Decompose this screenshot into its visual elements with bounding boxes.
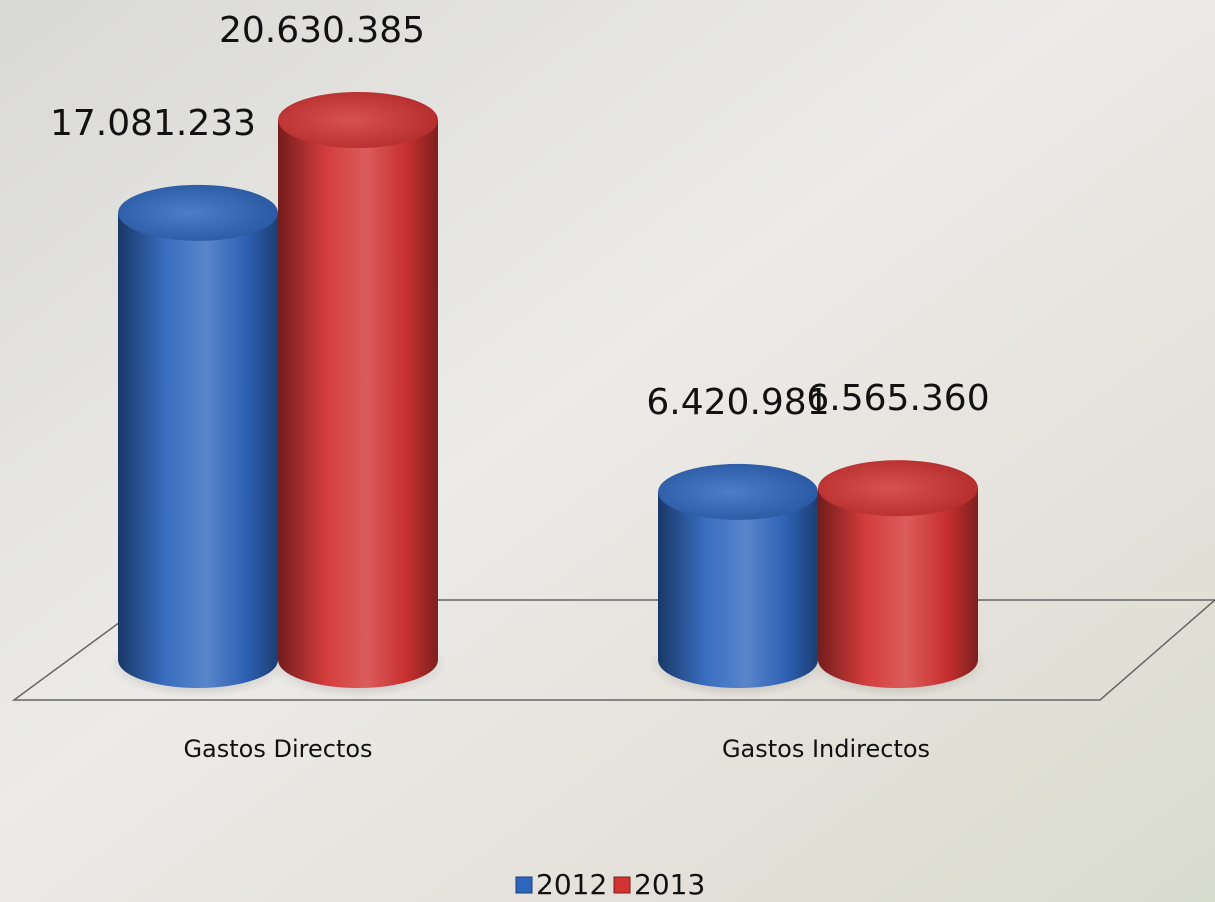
x-tick-label: Gastos Directos xyxy=(183,735,372,763)
legend-label: 2013 xyxy=(634,868,705,901)
value-label: 6.565.360 xyxy=(806,378,989,419)
bar xyxy=(658,492,818,688)
legend-swatch xyxy=(516,877,532,893)
bar xyxy=(118,213,278,688)
value-label: 6.420.981 xyxy=(646,382,829,423)
bar-top xyxy=(818,460,978,516)
legend-label: 2012 xyxy=(536,868,607,901)
bar-top xyxy=(118,185,278,241)
bar xyxy=(278,120,438,688)
legend-swatch xyxy=(614,877,630,893)
value-label: 17.081.233 xyxy=(50,103,256,144)
chart: Gastos Directos 17.081.233 20.630.385 Gasto… xyxy=(0,0,1215,902)
bar-top xyxy=(278,92,438,148)
x-tick-label: Gastos Indirectos xyxy=(722,735,930,763)
value-label: 20.630.385 xyxy=(219,10,425,51)
bar-top xyxy=(658,464,818,520)
bar xyxy=(818,488,978,688)
